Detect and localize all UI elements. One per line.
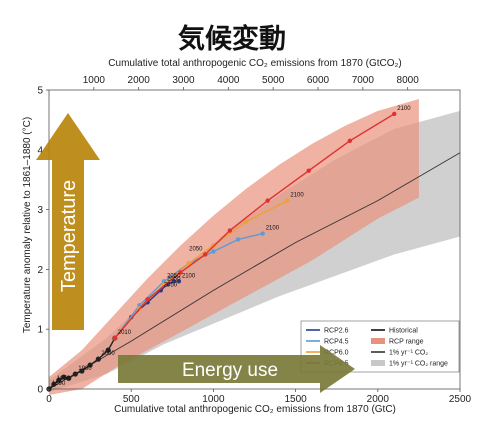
axis-frame (48, 89, 461, 390)
series-point-0 (72, 371, 78, 377)
legend-entry: RCP range (389, 339, 424, 346)
series-point-0 (79, 368, 85, 374)
top-tick-label: 7000 (352, 75, 375, 86)
top-tick-label: 1000 (83, 75, 106, 86)
year-label: 2050 (167, 276, 181, 282)
legend-entry: RCP4.5 (324, 339, 349, 346)
y-tick-label: 2 (37, 265, 43, 276)
legend-entry: 1% yr⁻¹ CO₂ range (389, 361, 448, 368)
top-tick-label: 2000 (128, 75, 151, 86)
x-tick-label: 2000 (367, 394, 390, 405)
temperature-arrow: Temperature (36, 113, 100, 330)
series-point-4 (392, 111, 397, 117)
year-label: 1980 (78, 366, 92, 372)
top-axis-label: Cumulative total anthropogenic CO₂ emiss… (108, 58, 401, 69)
legend-swatch (371, 338, 385, 344)
x-tick-label: 0 (46, 394, 52, 405)
top-axis-ticks: 1000 2000 3000 4000 5000 6000 7000 8000 (83, 75, 420, 90)
legend-swatch (371, 360, 385, 366)
series-point-0 (56, 377, 62, 383)
x-axis-ticks: 0 500 1000 1500 2000 2500 (46, 389, 472, 405)
series-point-0 (51, 381, 57, 387)
series-point-0 (95, 356, 101, 362)
energy-arrow-label: Energy use (182, 360, 278, 381)
top-tick-label: 4000 (217, 75, 240, 86)
x-tick-label: 500 (123, 394, 140, 405)
band-1 (49, 98, 419, 395)
top-tick-label: 6000 (307, 75, 330, 86)
y-tick-label: 5 (37, 86, 43, 97)
year-label: 2010 (118, 330, 132, 336)
legend-entry: RCP2.6 (324, 328, 349, 335)
x-tick-label: 2500 (449, 394, 472, 405)
range-bands (49, 98, 460, 395)
series-line-5 (48, 152, 461, 390)
year-label: 2050 (167, 273, 181, 279)
bottom-axis-label: Cumulative total anthropogenic CO₂ emiss… (114, 404, 396, 415)
year-label: 2050 (164, 282, 178, 288)
plot-frame (48, 89, 461, 390)
series-point-0 (66, 375, 72, 381)
year-label: 2100 (397, 106, 411, 112)
series-point-2 (235, 237, 241, 242)
series-point-4 (112, 335, 117, 341)
year-label: 1890 (52, 381, 66, 387)
temperature-arrow-label: Temperature (58, 180, 80, 292)
series-point-4 (178, 270, 183, 275)
legend-entry: Historical (389, 328, 418, 335)
legend-entry: 1% yr⁻¹ CO₂ (389, 350, 428, 357)
energy-arrow: Energy use (118, 345, 355, 393)
x-tick-label: 1500 (284, 394, 307, 405)
year-label: 2050 (189, 246, 203, 252)
year-label: 2100 (182, 273, 196, 279)
legend-entry: RCP6.0 (324, 350, 349, 357)
year-labels: 1890195019802000201020502100205021002050… (52, 106, 411, 387)
series-point-4 (347, 138, 353, 144)
series-point-1 (176, 279, 182, 284)
year-label: 2000 (101, 351, 115, 357)
series-point-1 (171, 279, 177, 284)
year-label: 2100 (290, 193, 304, 199)
series-point-4 (227, 228, 233, 233)
series-point-4 (265, 198, 270, 203)
y-axis-ticks: 0 1 2 3 4 5 (37, 86, 49, 396)
year-label: 1950 (57, 376, 71, 382)
series-point-0 (87, 362, 93, 368)
x-tick-label: 1000 (202, 394, 225, 405)
y-tick-label: 1 (37, 325, 43, 336)
series-point-2 (211, 249, 216, 254)
series-point-3 (285, 198, 290, 203)
series-point-3 (244, 219, 249, 224)
y-tick-label: 0 (37, 385, 43, 396)
series-lines (46, 111, 461, 392)
top-tick-label: 5000 (262, 75, 285, 86)
top-tick-label: 8000 (397, 75, 420, 86)
plot-area: 1890195019802000201020502100205021002050… (46, 89, 461, 395)
y-axis-label: Temperature anomaly relative to 1861–188… (22, 117, 33, 333)
year-label: 2100 (266, 226, 280, 232)
page-title: 気候変動 (178, 23, 286, 55)
series-point-4 (145, 297, 150, 302)
series-point-4 (202, 252, 208, 257)
series-point-0 (105, 347, 111, 353)
top-tick-label: 3000 (172, 75, 195, 86)
y-tick-label: 3 (37, 205, 43, 216)
series-point-2 (260, 231, 265, 236)
series-point-3 (186, 261, 191, 266)
series-point-4 (306, 168, 311, 173)
series-point-0 (61, 374, 67, 380)
y-tick-label: 4 (37, 145, 43, 156)
